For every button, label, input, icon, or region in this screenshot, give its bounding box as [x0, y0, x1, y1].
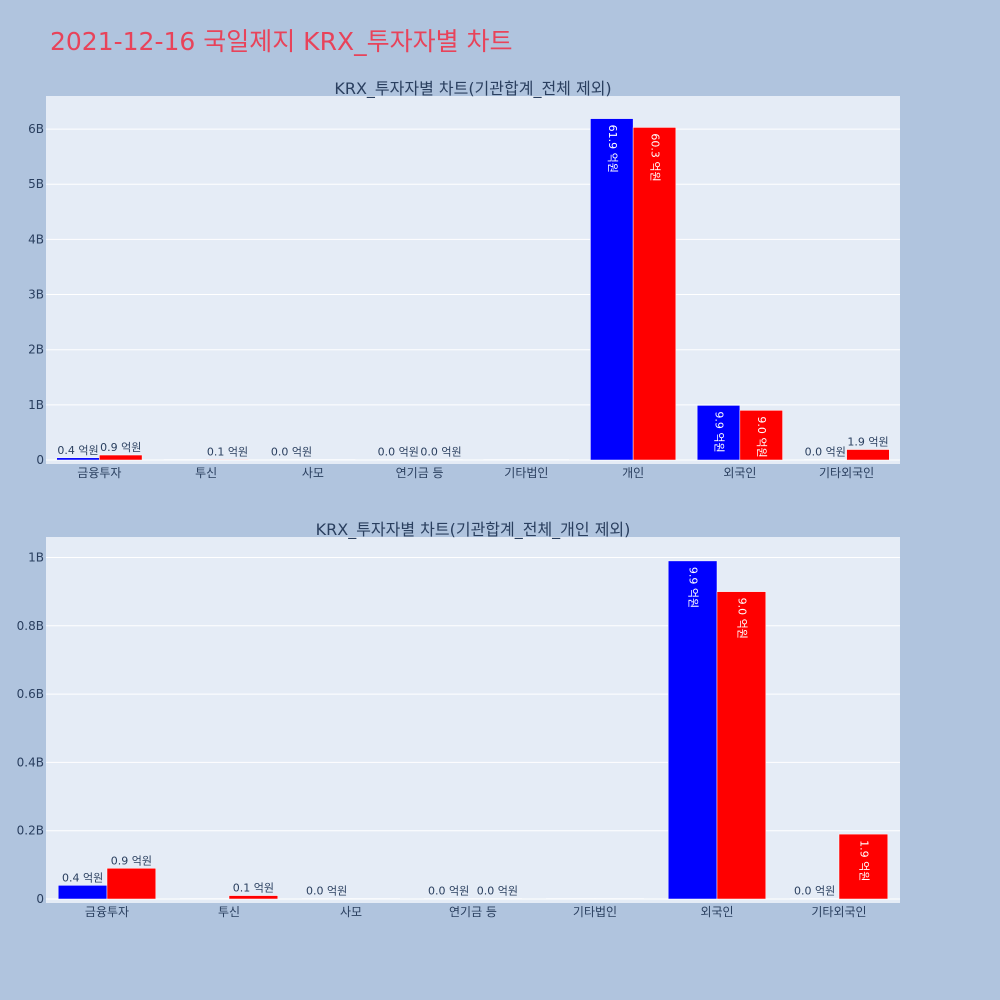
bar: [163, 459, 207, 461]
bar: [789, 898, 840, 900]
bar: [350, 898, 401, 900]
x-tick-label: 사모: [302, 466, 324, 480]
x-tick-label: 기타외국인: [811, 905, 866, 919]
data-label: 0.4 억원: [57, 444, 98, 457]
page-title: 2021-12-16 국일제지 KRX_투자자별 차트: [50, 27, 513, 56]
bar: [590, 118, 634, 461]
y-tick-label: 0.2B: [17, 824, 44, 838]
data-label: 0.9 억원: [100, 441, 141, 454]
data-label: 0.1 억원: [233, 882, 274, 895]
y-tick-label: 4B: [28, 232, 44, 246]
bar: [57, 885, 108, 900]
y-tick-label: 2B: [28, 343, 44, 357]
y-tick-label: 3B: [28, 288, 44, 302]
bar: [667, 560, 718, 900]
bar: [56, 457, 100, 461]
data-label: 9.9 억원: [687, 567, 700, 608]
data-label: 9.0 억원: [755, 416, 768, 457]
x-tick-label: 투신: [195, 466, 217, 480]
bar: [803, 459, 847, 461]
bar: [312, 459, 356, 461]
x-tick-label: 외국인: [723, 466, 756, 480]
x-tick-label: 연기금 등: [449, 905, 497, 919]
bar: [99, 454, 143, 461]
x-tick-label: 외국인: [700, 905, 733, 919]
y-tick-label: 1B: [28, 550, 44, 564]
plot-area: [46, 96, 900, 464]
y-tick-label: 0: [36, 453, 44, 467]
data-label: 0.0 억원: [378, 446, 419, 459]
x-tick-label: 사모: [340, 905, 362, 919]
chart-2: 0 0.2B 0.4B 0.6B 0.8B 1B KRX_투자자별 차트(기관합계_전체_개…: [17, 520, 900, 919]
bar: [106, 868, 157, 900]
bar: [696, 405, 741, 461]
bar: [269, 459, 314, 461]
data-label: 0.0 억원: [420, 446, 461, 459]
x-tick-label: 기타법인: [573, 905, 617, 919]
bar: [632, 127, 677, 461]
bar: [301, 898, 352, 900]
bar: [419, 459, 463, 461]
bar: [846, 449, 890, 461]
bar: [739, 410, 783, 461]
bar: [179, 898, 230, 900]
x-tick-label: 금융투자: [85, 905, 129, 919]
bar: [838, 833, 889, 900]
bar: [716, 591, 767, 900]
bar: [205, 459, 250, 461]
data-label: 0.0 억원: [428, 885, 469, 898]
data-label: 9.0 억원: [735, 598, 748, 639]
data-label: 0.9 억원: [111, 854, 152, 867]
data-label: 61.9 억원: [606, 125, 619, 173]
data-label: 0.0 억원: [477, 885, 518, 898]
data-label: 0.0 억원: [271, 446, 312, 459]
bar: [545, 898, 596, 900]
bar: [472, 898, 523, 900]
data-label: 1.9 억원: [847, 436, 888, 449]
plot-area: [46, 537, 900, 903]
chart-title: KRX_투자자별 차트(기관합계_전체_개인 제외): [316, 520, 631, 540]
bar: [483, 459, 527, 461]
y-tick-label: 6B: [28, 122, 44, 136]
data-label: 0.0 억원: [805, 446, 846, 459]
x-tick-label: 연기금 등: [396, 466, 444, 480]
data-label: 0.0 억원: [306, 885, 347, 898]
y-tick-label: 1B: [28, 398, 44, 412]
y-tick-label: 0.4B: [17, 755, 44, 769]
bar: [423, 898, 474, 900]
x-tick-label: 기타법인: [504, 466, 548, 480]
data-label: 0.0 억원: [794, 885, 835, 898]
chart-1: 0 1B 2B 3B 4B 5B 6B KRX_투자자별 차트(기관합계_전체 제외) 금융투자…: [28, 79, 900, 480]
y-tick-label: 0.6B: [17, 687, 44, 701]
data-label: 9.9 억원: [713, 411, 726, 452]
data-label: 0.4 억원: [62, 871, 103, 884]
bar: [376, 459, 420, 461]
y-tick-label: 5B: [28, 177, 44, 191]
chart-title: KRX_투자자별 차트(기관합계_전체 제외): [334, 79, 611, 99]
y-tick-label: 0.8B: [17, 619, 44, 633]
data-label: 0.1 억원: [207, 445, 248, 458]
x-tick-label: 금융투자: [77, 466, 121, 480]
x-tick-label: 투신: [218, 905, 240, 919]
bar: [594, 898, 645, 900]
bar: [526, 459, 570, 461]
x-tick-label: 기타외국인: [819, 466, 874, 480]
data-label: 60.3 억원: [648, 133, 661, 181]
x-tick-label: 개인: [622, 466, 644, 480]
data-label: 1.9 억원: [857, 840, 870, 881]
y-tick-label: 0: [36, 892, 44, 906]
bar: [228, 895, 279, 900]
